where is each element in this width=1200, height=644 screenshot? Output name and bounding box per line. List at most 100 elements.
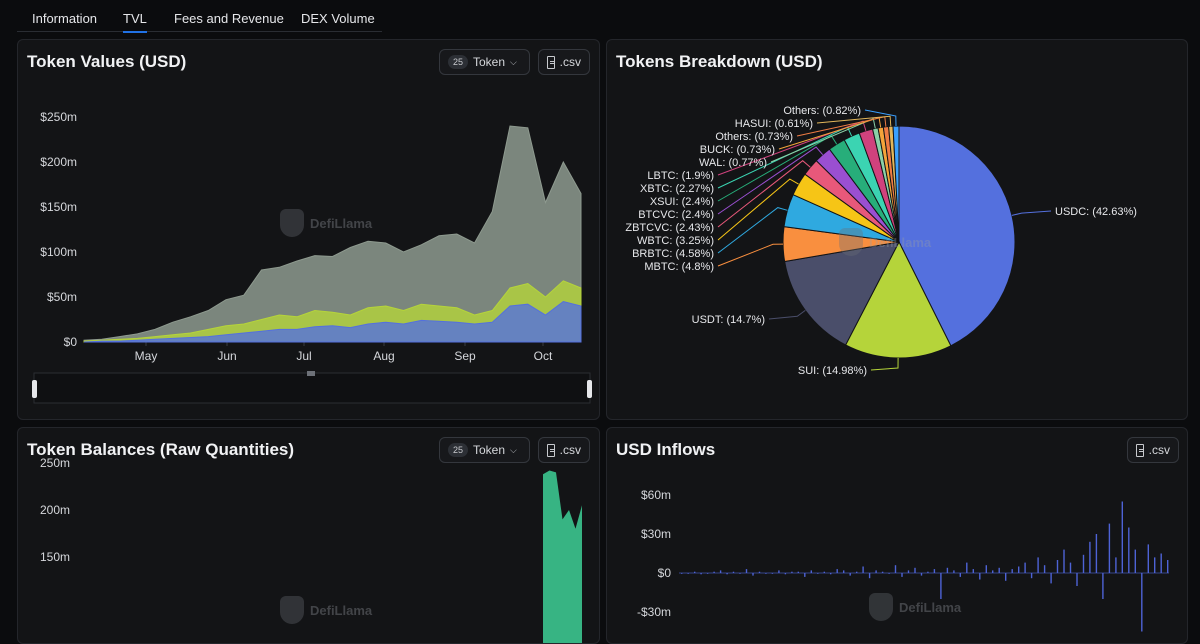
pie-label-line [1011,210,1052,216]
csv-download-button[interactable]: .csv [538,437,590,463]
inflow-bar [752,573,754,576]
defillama-logo-icon [280,209,304,237]
inflow-bar [940,573,942,599]
csv-label: .csv [559,55,581,69]
inflow-bar [1043,565,1046,573]
tab-dex-volume[interactable]: DEX Volume [301,11,375,26]
inflow-bar [1037,557,1039,573]
inflow-bar [706,573,709,574]
inflow-bar [868,573,871,579]
inflow-bar [979,573,981,580]
csv-download-button[interactable]: .csv [538,49,590,75]
range-slider-left-handle [32,380,37,398]
pie-slice-label: WBTC: (3.25%) [637,235,714,247]
x-tick-label: Jun [217,349,236,363]
chevron-down-icon: ⌵ [510,444,517,455]
token-balances-title: Token Balances (Raw Quantities) [27,440,295,459]
inflow-bar [797,571,799,573]
inflow-bar [920,573,923,576]
pie-slice-label: LBTC: (1.9%) [647,170,714,182]
pie-slice [844,240,952,359]
csv-label: .csv [559,443,581,457]
token-balances-chart: 150m 200m 250m [40,456,582,643]
pie-slice-label: WAL: (0.77%) [699,157,767,169]
inflow-bar [745,569,748,573]
tab-fees-and-revenue[interactable]: Fees and Revenue [174,11,284,26]
inflow-bar [758,571,761,573]
pie-label-line [864,109,897,127]
inflow-bar [888,573,890,574]
defillama-logo-icon [869,593,893,621]
csv-download-button[interactable]: .csv [1127,437,1179,463]
watermark: DefiLlama [280,209,372,237]
watermark-text: DefiLlama [310,215,373,231]
pie-slice-label: Others: (0.73%) [715,131,793,143]
inflow-bar [856,571,858,573]
file-icon [1136,443,1144,457]
inflow-bar [1160,553,1162,573]
inflow-bar [966,562,968,573]
tab-information[interactable]: Information [32,11,98,26]
inflow-bar [810,570,812,573]
inflow-bar [1024,562,1026,573]
pie-label-line [768,309,806,320]
inflow-bar [732,571,735,573]
defillama-logo-icon [280,596,304,624]
watermark: DefiLlama [839,228,931,256]
token-select-label: Token [473,55,506,69]
range-slider-right-handle [587,380,592,398]
pie-slice-label: Others: (0.82%) [783,105,861,117]
defillama-logo-icon [839,228,863,256]
inflow-bar [681,573,683,574]
inflow-bar [700,573,702,575]
y-tick-label: 250m [40,456,70,470]
inflow-bar [992,570,994,573]
inflow-bar [1082,554,1085,573]
pie-slice-label: XSUI: (2.4%) [650,196,714,208]
tab-tvl[interactable]: TVL [123,7,147,33]
token-select-button[interactable]: 25 Token ⌵ [439,49,530,75]
pie-slice-label: USDC: (42.63%) [1055,206,1137,218]
inflow-bar [1141,573,1143,632]
inflow-bar [1154,557,1156,573]
y-tick-label: $60m [641,488,671,502]
inflow-bar [1121,501,1123,573]
x-tick-label: Aug [373,349,394,363]
inflow-bar [765,573,767,574]
file-icon [547,55,555,69]
inflow-bar [804,573,806,577]
inflow-bar [1030,573,1033,579]
csv-label: .csv [1148,443,1170,457]
pie-slice [898,125,1016,347]
y-tick-label: $0 [658,566,672,580]
tokens-breakdown-pie: USDC: (42.63%) SUI: (14.98%) USDT: (14.7%)… [625,105,1137,377]
inflow-bar [1076,573,1078,586]
inflow-bar [881,571,884,573]
inflow-bar [713,571,715,573]
range-slider-grip [307,371,315,376]
inflow-bar [823,571,825,573]
inflow-bar [778,570,780,573]
inflow-bar [771,573,774,574]
watermark-text: DefiLlama [869,234,932,250]
usd-inflows-panel: USD Inflows .csv -$30m $0 $30m $60m DefiLla… [606,427,1188,644]
pie-label-line [717,178,799,241]
pie-slice-label: BTCVC: (2.4%) [638,209,714,221]
y-tick-label: 200m [40,503,70,517]
y-tick-label: $150m [40,200,77,214]
inflow-bar [849,573,851,576]
inflow-bar [843,570,845,573]
x-tick-label: Oct [534,349,553,363]
inflow-bar [972,569,974,573]
inflow-bar [933,569,936,573]
x-tick-label: May [135,349,158,363]
inflow-bar [901,573,903,577]
token-select-button[interactable]: 25 Token ⌵ [439,437,530,463]
pie-slice-label: HASUI: (0.61%) [735,118,813,130]
pie-slice-label: MBTC: (4.8%) [644,261,714,273]
x-tick-label: Jul [296,349,311,363]
inflow-bar [817,573,819,574]
inflow-bar [791,571,793,573]
inflow-bar [985,565,987,573]
token-values-title: Token Values (USD) [27,52,187,71]
